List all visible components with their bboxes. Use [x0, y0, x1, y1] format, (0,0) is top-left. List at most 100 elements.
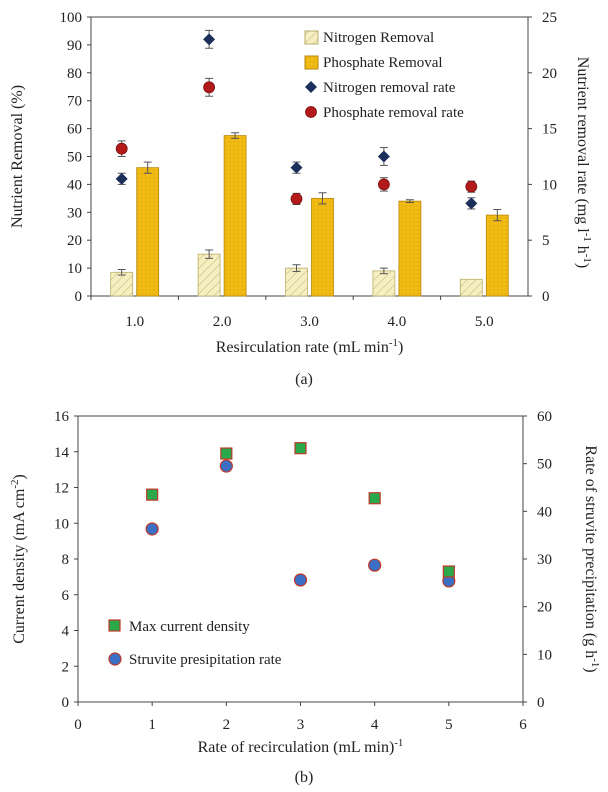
phosphate-removal-bar-4: [485, 214, 509, 297]
panel-a-nutrient-removal-chart: 0 10 20 30 40 50 60 70 80 90 100 0 5 10 15 20 25 1.0 2.0 3.…: [9, 10, 593, 388]
legend-current-density-marker: [108, 619, 121, 632]
legend-nitrogen-removal-swatch: [304, 30, 319, 45]
panel-b-y-axis-label: Current density (mA cm-2): [9, 474, 28, 643]
panel-b-left-tick-label-0: 0: [62, 695, 70, 711]
panel-a-x-tick-label-3: 4.0: [388, 314, 407, 330]
nitrogen-removal-error-2: [292, 264, 301, 272]
panel-a-x-tick-label-4: 5.0: [475, 314, 494, 330]
panel-b-x-axis-label-part-1: -1: [394, 737, 403, 749]
struvite-rate-point-0: [145, 522, 159, 536]
phosphate-removal-error-0: [143, 161, 152, 174]
legend-phosphate-removal-swatch: [304, 55, 319, 70]
panel-a-right-tick-label-20: 20: [542, 66, 557, 82]
phosphate-removal-error-3: [405, 199, 414, 204]
panel-a-x-tick-label-1: 2.0: [213, 314, 232, 330]
phosphate-rate-point-0: [115, 142, 128, 155]
nitrogen-rate-point-0: [115, 172, 128, 185]
phosphate-removal-bar-2: [311, 197, 334, 297]
panel-a-left-tick-label-40: 40: [67, 177, 82, 193]
panel-b-left-tick-label-8: 8: [62, 552, 70, 568]
panel-a-left-tick-label-70: 70: [67, 94, 82, 110]
panel-a-x-axis-label: Resirculation rate (mL min-1): [216, 337, 404, 356]
panel-b-left-tick-label-2: 2: [62, 659, 70, 675]
panel-a-left-tick-label-50: 50: [67, 150, 82, 166]
legend-label-3: Phosphate removal rate: [323, 105, 464, 121]
phosphate-removal-error-2: [318, 192, 327, 205]
phosphate-rate-point-2: [290, 193, 303, 205]
legend-label-0: Nitrogen Removal: [323, 30, 434, 46]
phosphate-removal-error-1: [231, 132, 240, 139]
panel-a-x-axis-label-part-0: Resirculation rate (mL min: [216, 339, 389, 356]
panel-b-left-tick-label-4: 4: [62, 624, 70, 640]
panel-a-left-tick-label-10: 10: [67, 261, 82, 277]
panel-a-left-tick-label-20: 20: [67, 233, 82, 249]
nitrogen-removal-error-3: [379, 267, 388, 275]
panel-b-y-axis-label-part-1: -2: [9, 480, 21, 489]
panel-b-label: (b): [295, 769, 314, 786]
panel-b-right-tick-label-0: 0: [537, 695, 545, 711]
panel-a-left-tick-label-30: 30: [67, 205, 82, 221]
panel-a-left-tick-label-60: 60: [67, 122, 82, 138]
nitrogen-rate-point-3: [377, 150, 390, 163]
panel-b-x-axis-label: Rate of recirculation (mL min)-1: [198, 737, 404, 756]
nitrogen-removal-bar-4: [459, 278, 483, 297]
current-density-point-0: [146, 488, 159, 501]
nitrogen-removal-bar-1: [197, 253, 221, 297]
panel-a-right-tick-label-5: 5: [542, 233, 550, 249]
legend-phosphate-rate-marker: [305, 106, 317, 118]
panel-b-y2-axis-label-part-1: -1: [589, 658, 601, 667]
current-density-point-1: [220, 447, 233, 460]
panel-a-left-tick-label-100: 100: [60, 10, 83, 26]
panel-a-y2-axis-label-part-4: ): [574, 263, 591, 268]
panel-a-x-tick-label-0: 1.0: [125, 314, 144, 330]
panel-a-label: (a): [295, 371, 313, 388]
panel-b-left-tick-label-6: 6: [62, 588, 70, 604]
struvite-rate-point-2: [293, 573, 308, 587]
panel-a-right-tick-label-25: 25: [542, 10, 557, 26]
panel-b-right-tick-label-10: 10: [537, 647, 552, 663]
panel-b-x-tick-label-4: 4: [371, 717, 379, 733]
phosphate-rate-point-4: [465, 180, 478, 193]
panel-b-left-tick-label-10: 10: [54, 516, 69, 532]
panel-a-y-axis-label: Nutrient Removal (%): [9, 85, 26, 228]
legend-nitrogen-rate-marker: [305, 81, 317, 93]
panel-b-left-tick-label-14: 14: [54, 445, 70, 461]
panel-b-y-axis-label-part-0: Current density (mA cm: [11, 488, 28, 644]
panel-b-y2-axis-label-part-0: Rate of struvite precipitation (g h: [582, 445, 599, 658]
panel-a-y2-axis-label-part-3: -1: [581, 254, 593, 263]
panel-a-legend: Nitrogen Removal Phosphate Removal Nitroge…: [304, 30, 464, 121]
nitrogen-rate-point-2: [290, 161, 303, 174]
panel-a-left-tick-label-90: 90: [67, 38, 82, 54]
legend-current-density-label: Max current density: [129, 619, 250, 635]
phosphate-removal-bar-3: [398, 200, 422, 297]
phosphate-rate-point-3: [377, 178, 390, 191]
panel-b-left-tick-label-16: 16: [54, 409, 70, 425]
nitrogen-removal-error-1: [205, 249, 214, 259]
panel-b-x-tick-label-3: 3: [297, 717, 305, 733]
panel-a-x-axis-label-part-2: ): [398, 339, 403, 356]
panel-a-y2-axis-label: Nutrient removal rate (mg l-1 h-1): [574, 57, 593, 268]
current-density-point-2: [294, 442, 307, 455]
panel-b-right-tick-label-60: 60: [537, 409, 552, 425]
legend-label-2: Nitrogen removal rate: [323, 80, 456, 96]
panel-a-y2-axis-label-part-0: Nutrient removal rate (mg l: [574, 57, 591, 233]
panel-a-y2-axis-label-part-2: h: [574, 242, 591, 254]
nitrogen-removal-error-0: [117, 268, 126, 276]
panel-b-x-tick-label-6: 6: [519, 717, 527, 733]
panel-b-x-tick-label-1: 1: [148, 717, 156, 733]
panel-b-y-axis-label-part-2: ): [11, 474, 28, 479]
panel-a-left-tick-label-80: 80: [67, 66, 82, 82]
panel-b-right-tick-label-40: 40: [537, 504, 552, 520]
panel-a-right-tick-label-0: 0: [542, 289, 550, 305]
panel-a-right-tick-label-10: 10: [542, 177, 557, 193]
panel-a-x-axis-label-part-1: -1: [389, 337, 398, 349]
panel-b-x-tick-label-0: 0: [74, 717, 82, 733]
panel-b-y2-axis-label-part-2: ): [582, 667, 599, 672]
struvite-rate-point-3: [368, 558, 382, 572]
panel-b-x-axis-label-part-0: Rate of recirculation (mL min): [198, 739, 395, 756]
current-density-point-3: [368, 492, 381, 505]
struvite-rate-point-1: [219, 459, 233, 473]
panel-b-legend: Max current density Struvite presipitatio…: [108, 619, 282, 668]
